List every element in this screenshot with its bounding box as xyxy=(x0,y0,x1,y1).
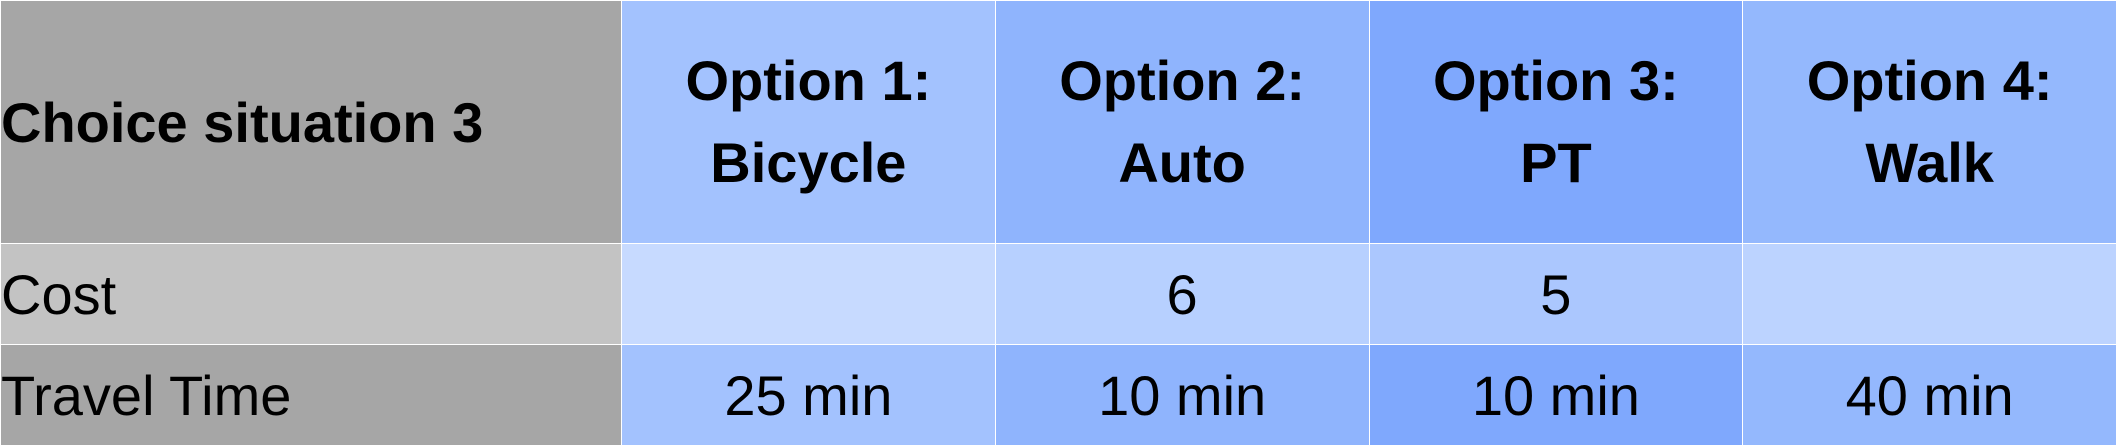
travel-time-option-3: 10 min xyxy=(1368,344,1744,445)
cost-option-3: 5 xyxy=(1368,243,1744,345)
option-3-header: Option 3: PT xyxy=(1368,0,1744,244)
option-1-header: Option 1: Bicycle xyxy=(621,0,996,244)
option-1-number: Option 1: xyxy=(685,49,932,112)
option-3-number: Option 3: xyxy=(1433,49,1679,112)
option-4-mode: Walk xyxy=(1865,131,1994,194)
choice-situation-title: Choice situation 3 xyxy=(0,0,622,244)
travel-time-option-4: 40 min xyxy=(1742,344,2116,445)
cost-option-4 xyxy=(1742,243,2116,345)
travel-time-option-2: 10 min xyxy=(994,344,1370,445)
option-1-mode: Bicycle xyxy=(710,131,907,194)
cost-option-1 xyxy=(621,243,996,345)
travel-time-option-1: 25 min xyxy=(621,344,996,445)
cost-label: Cost xyxy=(0,243,622,345)
option-2-mode: Auto xyxy=(1118,131,1246,194)
option-2-header: Option 2: Auto xyxy=(994,0,1370,244)
option-4-number: Option 4: xyxy=(1806,49,2053,112)
option-4-header: Option 4: Walk xyxy=(1742,0,2116,244)
cost-option-2: 6 xyxy=(994,243,1370,345)
option-3-mode: PT xyxy=(1520,131,1592,194)
option-2-number: Option 2: xyxy=(1059,49,1305,112)
cost-row: Cost 6 5 xyxy=(0,243,2116,345)
travel-time-label: Travel Time xyxy=(0,344,622,445)
travel-time-row: Travel Time 25 min 10 min 10 min 40 min xyxy=(0,344,2116,445)
header-row: Choice situation 3 Option 1: Bicycle Opt… xyxy=(0,0,2116,244)
